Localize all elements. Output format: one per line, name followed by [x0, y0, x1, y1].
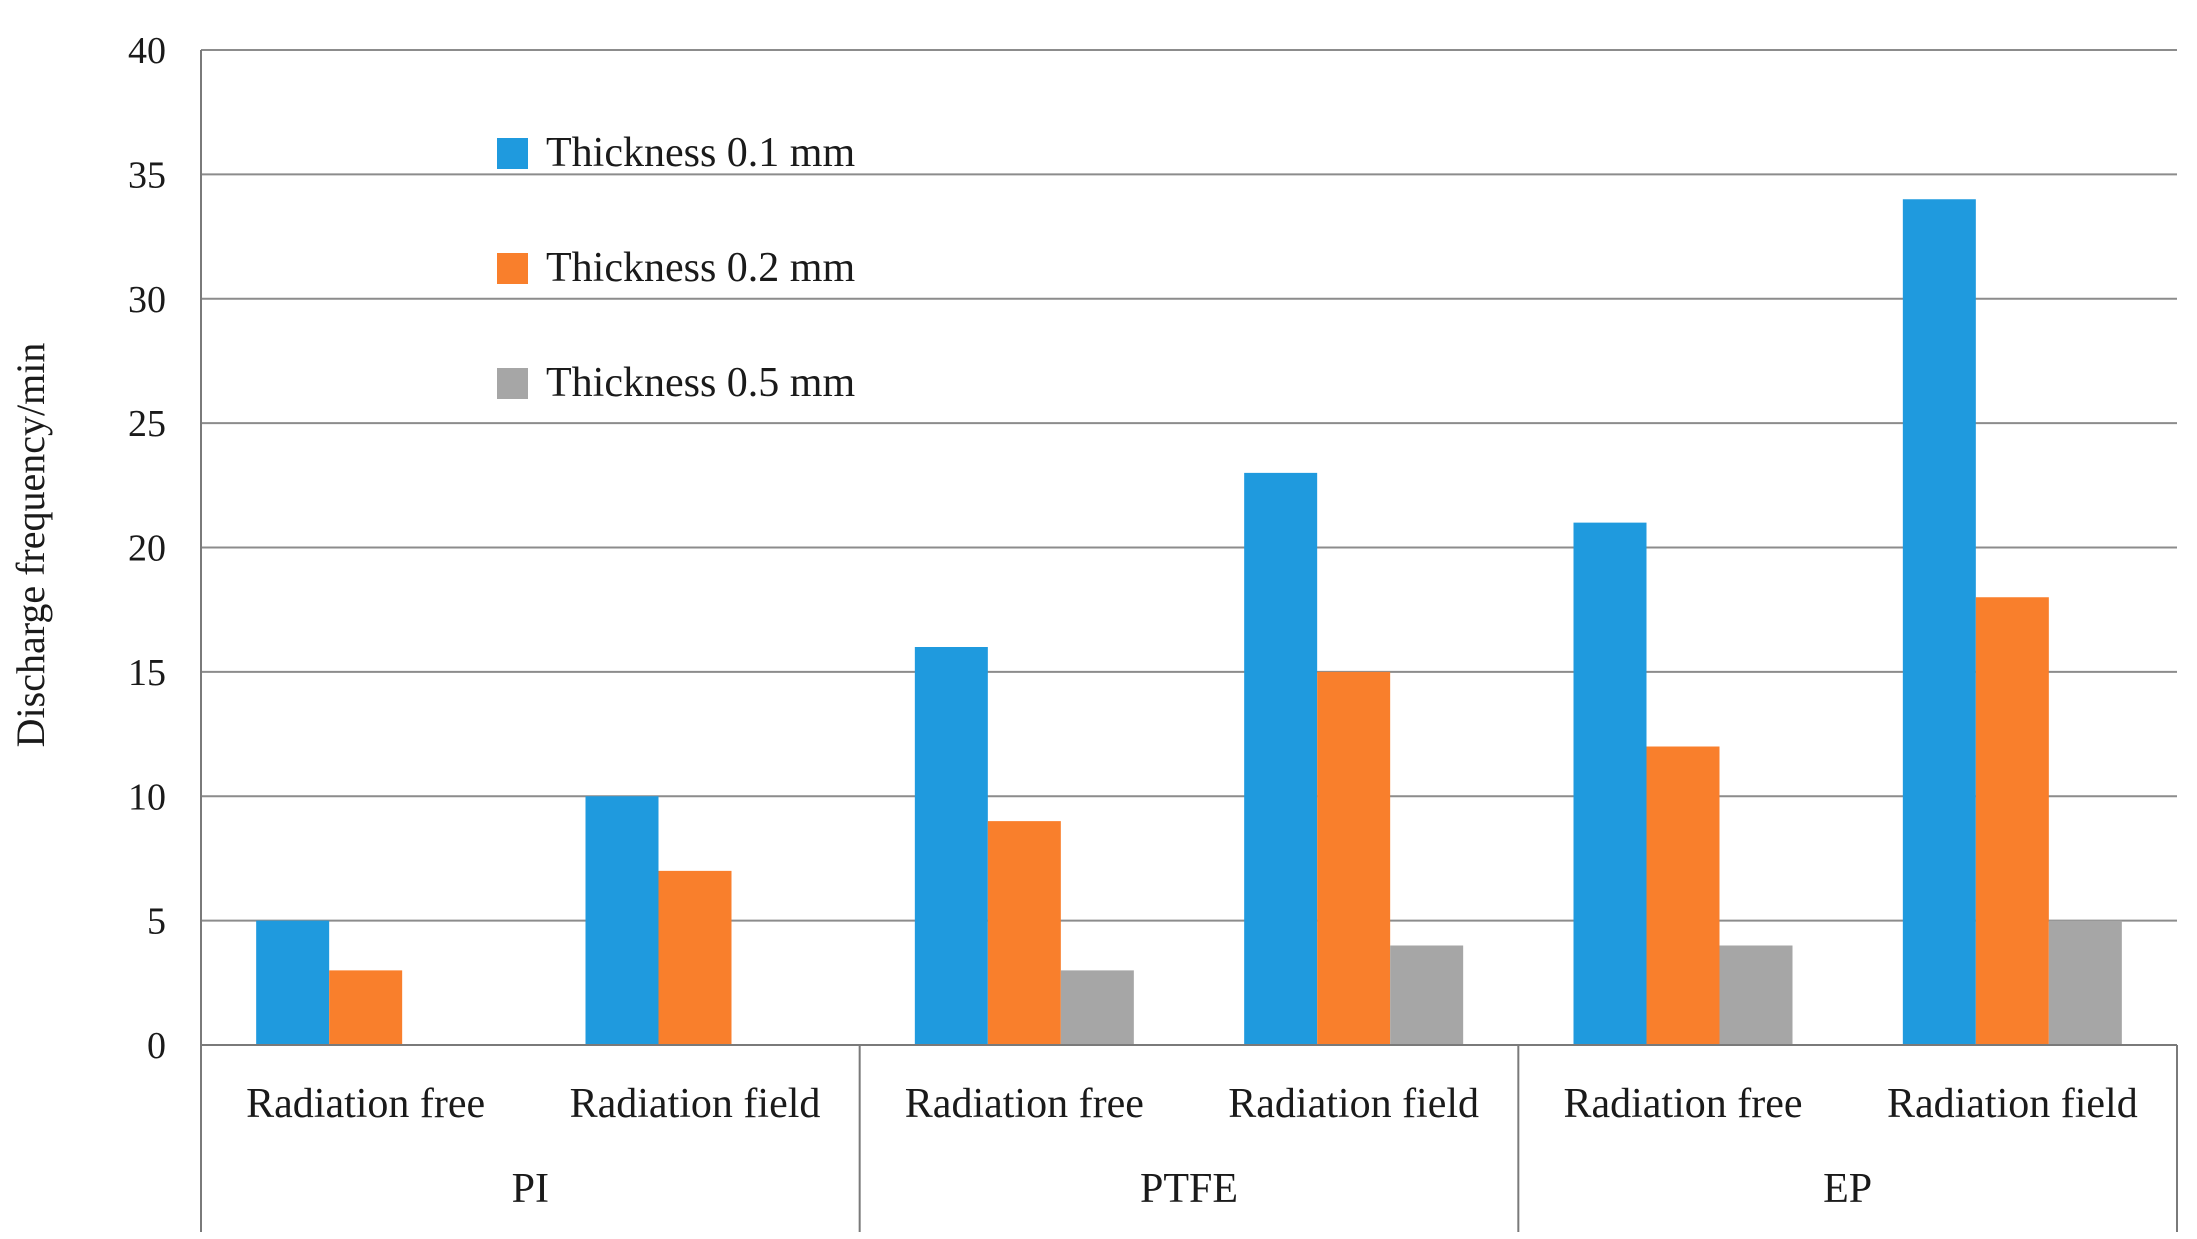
y-tick-labels: 0 5 10 15 20 25 30 35 40 — [128, 30, 166, 1067]
y-tick-label: 20 — [128, 528, 166, 570]
y-tick-label: 30 — [128, 279, 166, 321]
bar — [585, 796, 659, 1045]
x-group-label: PI — [512, 1166, 549, 1212]
legend-label: Thickness 0.1 mm — [546, 130, 855, 176]
bar — [1390, 945, 1464, 1045]
y-tick-label: 40 — [128, 30, 166, 72]
x-category-label: Radiation free — [246, 1081, 485, 1127]
legend-swatch — [497, 368, 528, 399]
x-category-label: Radiation free — [1563, 1081, 1802, 1127]
y-axis-label: Discharge frequency/min — [8, 343, 53, 748]
bar — [987, 821, 1061, 1045]
legend-swatch — [497, 138, 528, 169]
x-group-label: EP — [1823, 1166, 1872, 1212]
bar — [2048, 920, 2122, 1045]
bar — [658, 870, 732, 1045]
bar — [1902, 199, 1976, 1045]
bar — [1646, 746, 1720, 1045]
x-category-labels: Radiation free Radiation field Radiation f… — [246, 1081, 2138, 1127]
legend: Thickness 0.1 mm Thickness 0.2 mm Thicknes… — [497, 130, 855, 406]
y-tick-label: 15 — [128, 652, 166, 694]
x-category-label: Radiation field — [570, 1081, 821, 1127]
gridlines — [201, 49, 2177, 922]
bar — [1975, 597, 2049, 1045]
legend-swatch — [497, 253, 528, 284]
bar — [1573, 522, 1647, 1045]
y-tick-label: 10 — [128, 776, 166, 818]
x-group-labels: PI PTFE EP — [512, 1045, 2178, 1232]
y-tick-label: 5 — [147, 901, 166, 943]
bar — [1060, 970, 1134, 1045]
y-tick-label: 0 — [147, 1025, 166, 1067]
y-tick-label: 35 — [128, 154, 166, 196]
bar — [256, 920, 330, 1045]
x-category-label: Radiation free — [905, 1081, 1144, 1127]
legend-label: Thickness 0.5 mm — [546, 360, 855, 406]
bars — [256, 199, 2122, 1045]
legend-label: Thickness 0.2 mm — [546, 245, 855, 291]
y-tick-label: 25 — [128, 403, 166, 445]
bar — [329, 970, 403, 1045]
bar — [1719, 945, 1793, 1045]
bar — [1317, 671, 1391, 1045]
bar — [914, 647, 988, 1045]
axes — [200, 50, 2177, 1232]
x-category-label: Radiation field — [1228, 1081, 1479, 1127]
bar — [1244, 472, 1318, 1045]
x-group-label: PTFE — [1140, 1166, 1238, 1212]
x-category-label: Radiation field — [1887, 1081, 2138, 1127]
